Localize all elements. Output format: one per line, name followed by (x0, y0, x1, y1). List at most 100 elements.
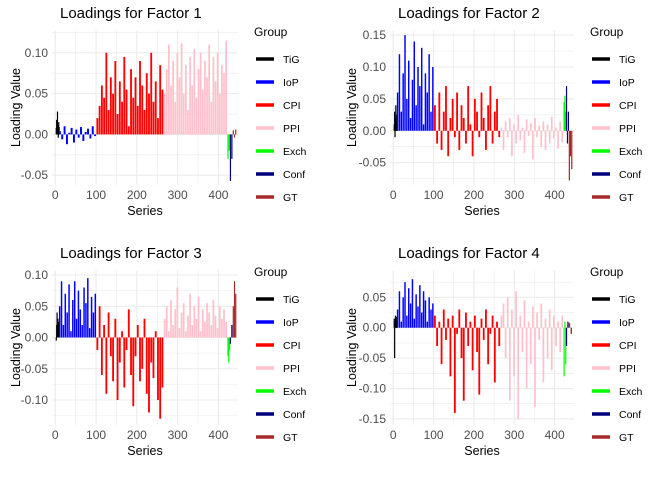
bar-iop (58, 131, 61, 135)
bar-iop (80, 127, 82, 135)
grid (52, 270, 238, 425)
y-tick-label: -0.10 (21, 393, 49, 407)
bar-cpi (458, 309, 461, 328)
bar-ppi (168, 44, 170, 135)
legend-item-iop: IoP (283, 317, 299, 329)
bar-cpi (152, 101, 155, 135)
bar-ppi (204, 61, 206, 135)
x-tick-label: 100 (424, 428, 444, 442)
bar-gt (568, 322, 571, 328)
bar-cpi (445, 86, 447, 131)
x-axis-label: Series (464, 204, 499, 218)
bar-ppi (178, 77, 181, 135)
bar-ppi (559, 121, 562, 131)
bar-cpi (134, 337, 137, 357)
bar-ppi (559, 327, 562, 353)
bar-cpi (436, 327, 439, 346)
bar-ppi (208, 312, 211, 338)
bar-ppi (225, 321, 227, 338)
bar-exch (227, 134, 229, 159)
bar-iop (60, 281, 63, 338)
bar-ppi (212, 300, 215, 338)
bar-ppi (534, 118, 536, 131)
bar-iop (413, 41, 416, 131)
bar-ppi (557, 130, 559, 149)
bar-cpi (116, 114, 119, 135)
legend: Group TiG IoP CPI PPI Exch Conf GT (590, 265, 643, 444)
bar-cpi (440, 130, 443, 150)
grid (390, 270, 574, 425)
bar-cpi (478, 327, 481, 395)
bar-ppi (502, 303, 505, 328)
bar-iop (87, 278, 89, 338)
bar-cpi (154, 331, 157, 338)
bar-ppi (176, 287, 179, 338)
bar-ppi (184, 65, 187, 135)
bar-iop (422, 291, 425, 328)
bar-cpi (159, 65, 162, 135)
bar-exch (229, 337, 231, 350)
bar-iop (404, 35, 406, 131)
bar-tig (58, 321, 60, 338)
bar-cpi (440, 327, 443, 365)
bar-cpi (143, 318, 146, 338)
bar-cpi (161, 337, 164, 388)
y-axis-label: Loading Value (345, 308, 359, 387)
x-tick-label: 0 (390, 428, 397, 442)
bar-cpi (458, 130, 461, 150)
bar-cpi (456, 92, 458, 131)
bar-iop (94, 134, 97, 137)
bar-iop (396, 92, 399, 131)
bar-ppi (199, 331, 202, 338)
bar-ppi (174, 309, 177, 338)
bar-cpi (136, 105, 139, 135)
bar-iop (89, 134, 92, 139)
bar-tig (394, 111, 396, 131)
bar-ppi (546, 124, 549, 131)
bar-cpi (462, 118, 465, 131)
bar-ppi (163, 318, 166, 338)
bar-exch (564, 95, 566, 131)
bar-cpi (438, 321, 441, 328)
x-tick-label: 0 (390, 188, 397, 202)
bar-cpi (496, 98, 498, 131)
bar-exch (563, 102, 565, 131)
bar-cpi (121, 101, 123, 135)
bar-iop (73, 134, 75, 143)
bar-cpi (98, 105, 101, 135)
y-axis-label: Loading Value (345, 68, 359, 147)
y-axis-label: Loading Value (9, 68, 23, 147)
bar-iop (417, 66, 419, 131)
legend-item-ppi: PPI (283, 363, 300, 375)
bar-iop (432, 66, 434, 131)
y-tick-label: 0.05 (25, 87, 49, 101)
bar-iop (417, 306, 419, 328)
factor-panel-4: -0.15 -0.10 -0.05 0.00 0.05 0 100 200 300 400 Load… (345, 245, 643, 458)
legend-item-tig: TiG (283, 294, 300, 306)
bar-ppi (506, 297, 509, 328)
bar-ppi (546, 327, 549, 359)
bars (393, 35, 573, 181)
bar-iop (411, 79, 414, 131)
bar-iop (402, 297, 404, 328)
x-tick-label: 300 (504, 188, 524, 202)
bar-ppi (527, 130, 530, 136)
bar-cpi (460, 327, 463, 359)
bar-cpi (445, 327, 447, 340)
y-tick-label: 0.00 (25, 331, 49, 345)
bar-ppi (214, 315, 217, 338)
bars (55, 278, 237, 419)
legend-item-gt: GT (619, 192, 634, 204)
bar-cpi (460, 105, 463, 131)
bar-ppi (221, 318, 223, 338)
bar-ppi (212, 56, 215, 135)
factor-panel-3: -0.10 -0.05 0.00 0.05 0.10 0 100 200 300 400 Loadi… (9, 245, 307, 458)
legend: Group TiG IoP CPI PPI Exch Conf GT (590, 25, 643, 204)
legend-item-exch: Exch (283, 146, 307, 158)
bar-ppi (500, 315, 503, 328)
bar-ppi (206, 303, 208, 338)
legend-item-iop: IoP (619, 317, 635, 329)
bar-cpi (141, 85, 144, 135)
bar-gt (571, 130, 573, 170)
bar-cpi (487, 105, 490, 131)
